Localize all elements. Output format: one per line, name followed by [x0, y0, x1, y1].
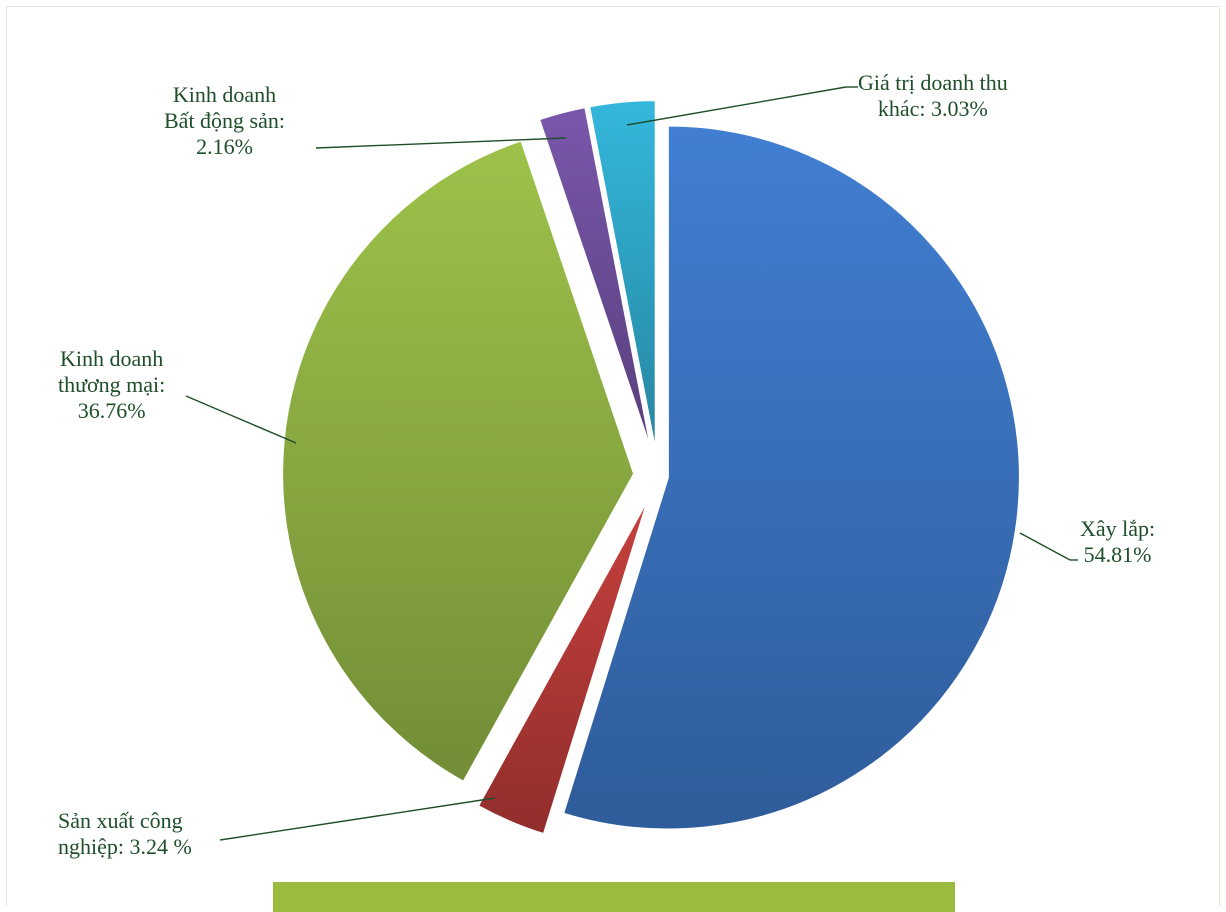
pie-slice-4: [587, 99, 657, 453]
slice-label-xay-lap: Xây lắp: 54.81%: [1080, 516, 1155, 568]
label-line: 2.16%: [196, 134, 253, 159]
pie-slice-3: [537, 105, 653, 454]
leader-line-4: [626, 86, 847, 126]
pie-slice-2: [281, 139, 636, 784]
label-line: 54.81%: [1083, 542, 1152, 567]
leader-line-3: [315, 137, 567, 149]
pie-slices: [281, 99, 1021, 836]
label-line: khác: 3.03%: [877, 96, 988, 121]
label-line: Giá trị doanh thu: [858, 70, 1008, 95]
label-line: nghiệp: 3.24 %: [58, 834, 192, 859]
pie-slice-1: [476, 497, 650, 836]
leader-line-1: [219, 797, 496, 841]
slice-label-san-xuat-cong-nghiep: Sản xuất công nghiệp: 3.24 %: [58, 808, 192, 860]
pie-slice-0: [561, 124, 1021, 831]
label-line: Xây lắp:: [1080, 516, 1156, 541]
slice-label-kinh-doanh-thuong-mai: Kinh doanh thương mại: 36.76%: [58, 346, 165, 424]
leader-lines: [185, 86, 1078, 841]
label-line: thương mại:: [58, 372, 166, 397]
slice-label-kinh-doanh-bat-dong-san: Kinh doanh Bất động sản: 2.16%: [164, 82, 285, 160]
label-line: Sản xuất công: [58, 808, 183, 833]
label-line: Kinh doanh: [172, 82, 277, 107]
slice-label-gia-tri-doanh-thu-khac: Giá trị doanh thu khác: 3.03%: [858, 70, 1008, 122]
label-line: Bất động sản:: [164, 108, 285, 133]
leader-line-0: [1019, 532, 1071, 561]
label-line: 36.76%: [77, 398, 146, 423]
bottom-caption-bar: [273, 882, 955, 912]
leader-line-2: [185, 395, 297, 444]
chart-frame: [6, 6, 1220, 906]
label-line: Kinh doanh: [60, 346, 164, 371]
